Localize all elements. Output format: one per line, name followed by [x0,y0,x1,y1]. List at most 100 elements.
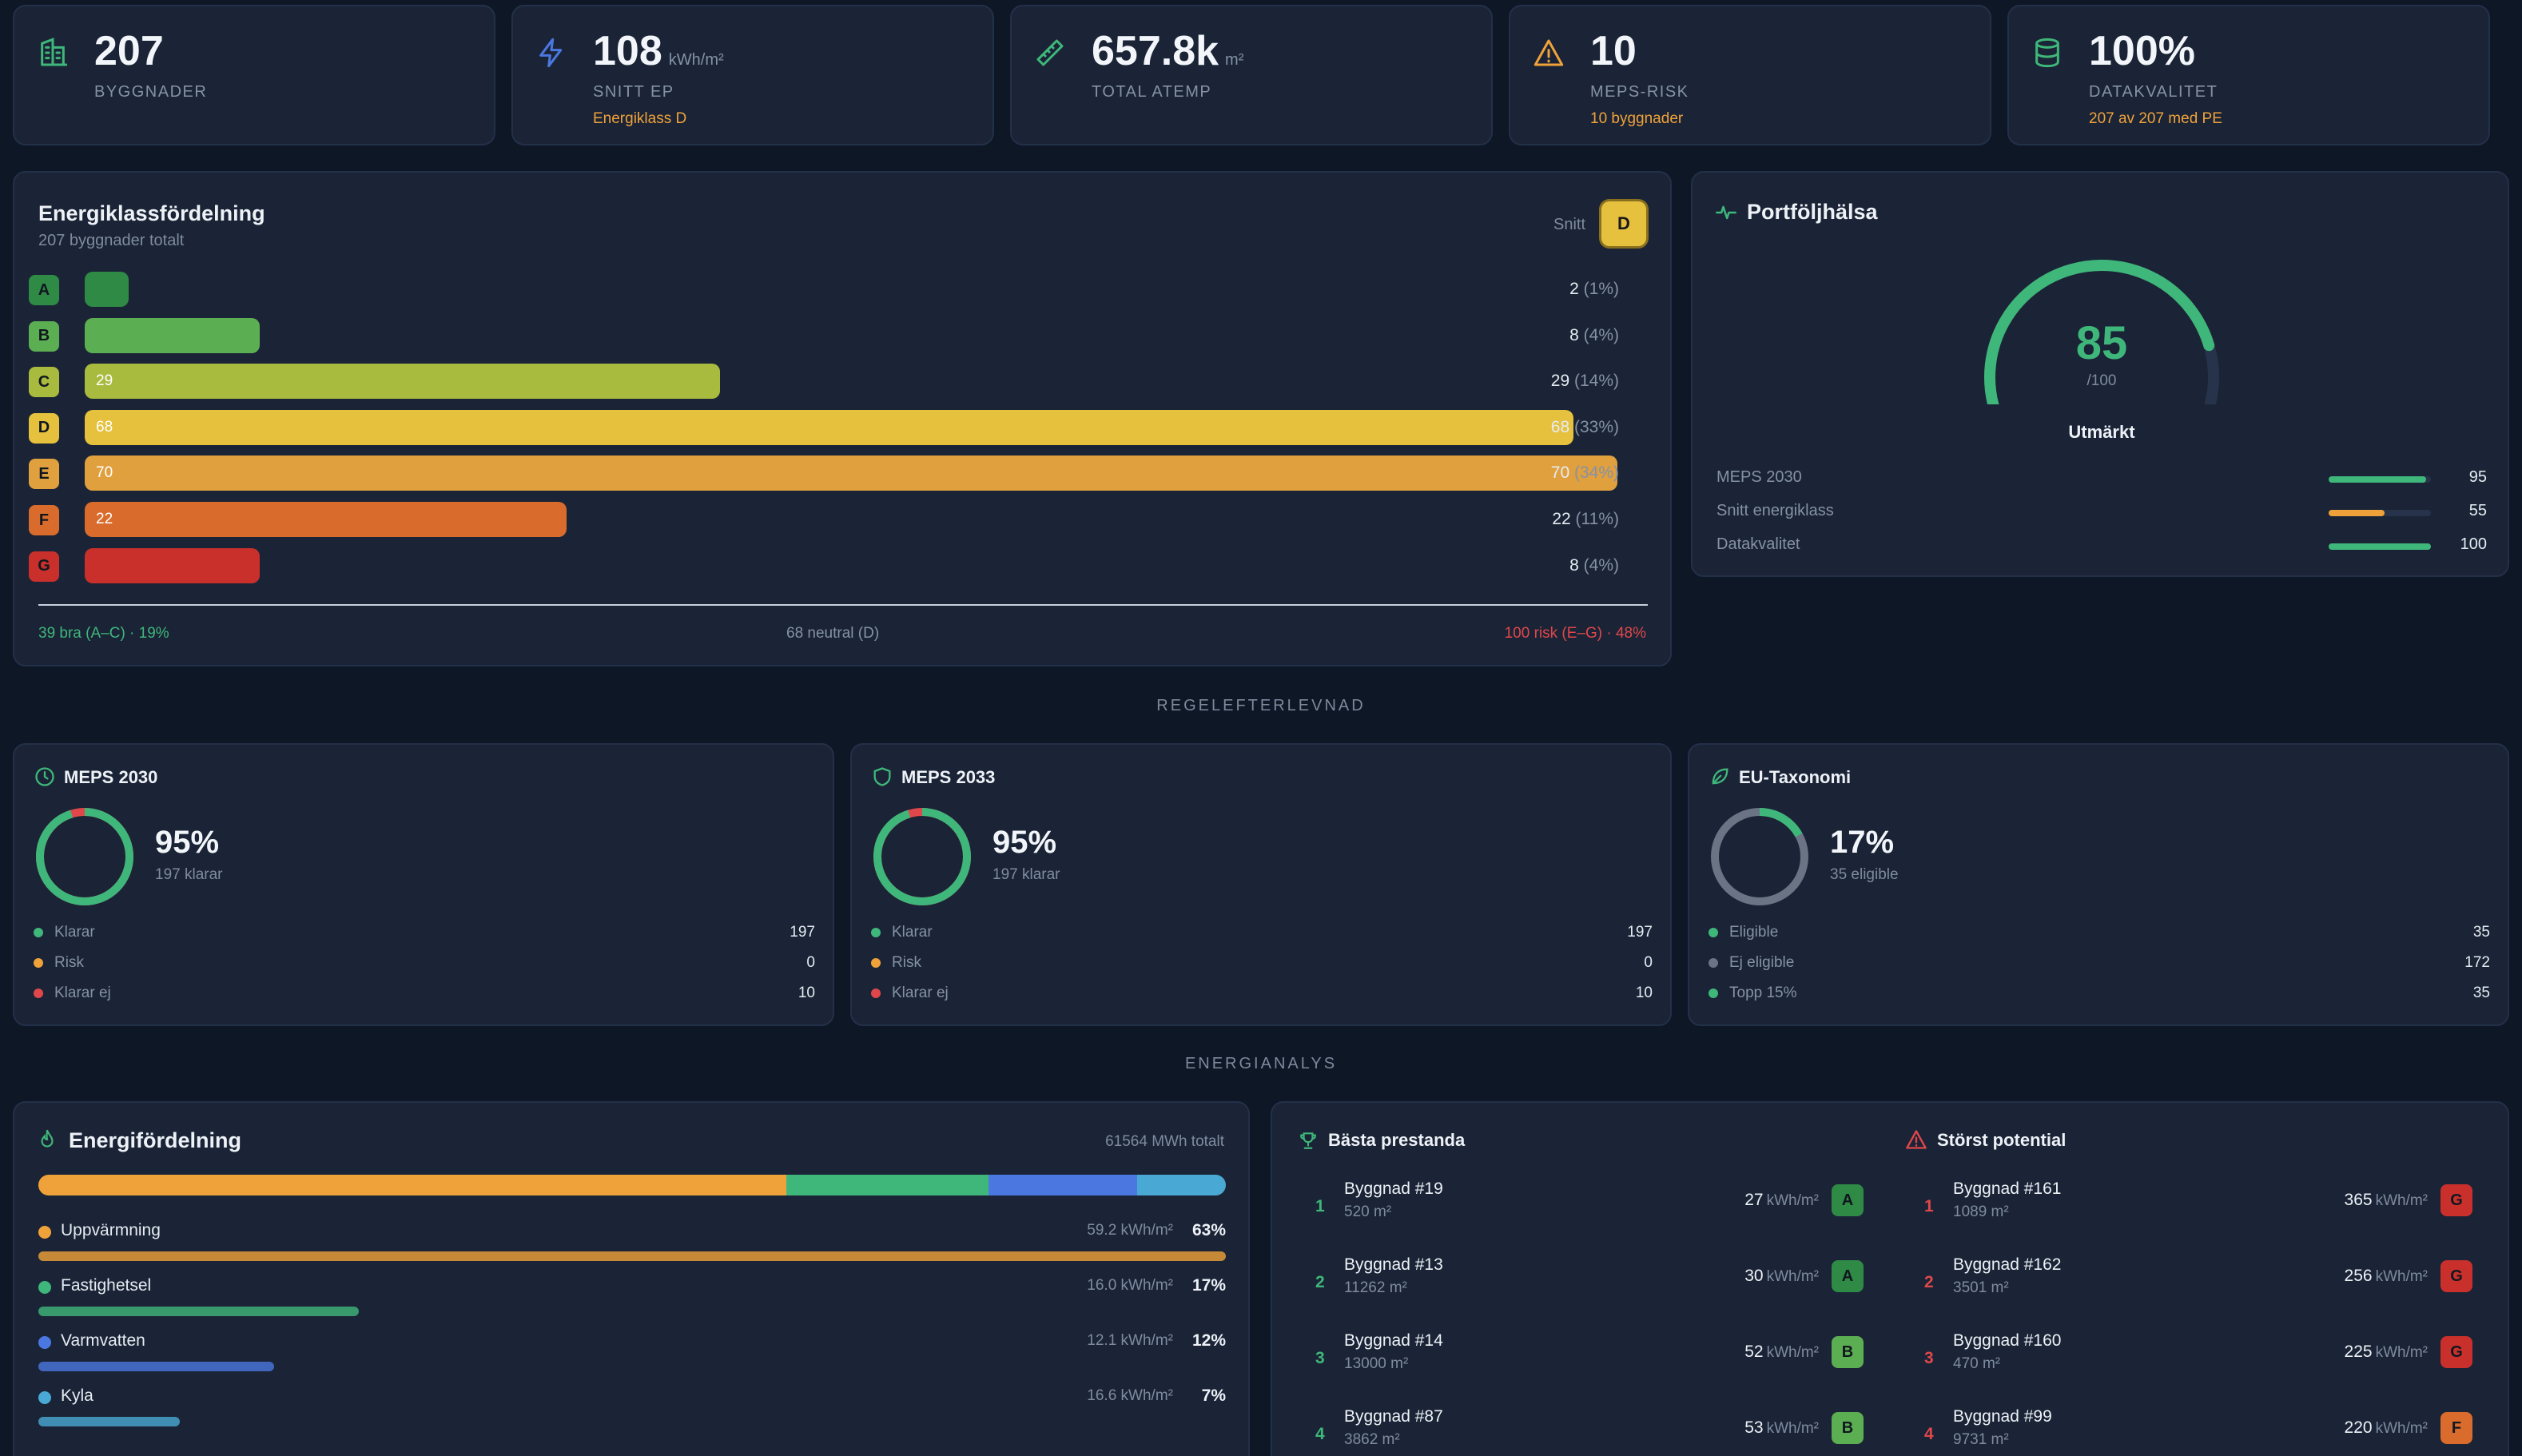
building-name: Byggnad #160 [1953,1331,2062,1350]
legend-dot [871,958,881,968]
count-percent: (33%) [1573,417,1619,436]
leaf-icon [1709,766,1731,788]
energy-split-row: Fastighetsel 16.0 kWh/m² 17% [38,1275,1226,1323]
count-value: 29 [1550,372,1570,391]
compliance-title: MEPS 2030 [64,767,158,787]
energy-bar [38,1251,1226,1261]
compliance-card: MEPS 2033 95% 197 klarar Klarar 197 Risk 0 Klar… [850,743,1672,1026]
building-ep: 27 kWh/m² [1744,1191,1819,1210]
kpi-subtext: Energiklass D [593,110,687,127]
building-area: 470 m² [1953,1355,2001,1372]
kpi-card: 108 kWh/m² SNITT EP Energiklass D [511,5,994,145]
health-metric-value: 95 [2468,468,2487,486]
building-area: 3501 m² [1953,1279,2009,1296]
legend-label: Ej eligible [1729,954,1795,971]
ranking-row[interactable]: 2 Byggnad #13 11262 m² 30 kWh/m² A [1315,1255,1864,1319]
footer-good: 39 bra (A–C) · 19% [38,625,169,642]
compliance-percent: 95% [992,825,1057,860]
class-badge: F [2440,1412,2472,1444]
legend-dot [1709,989,1718,998]
energy-class-row-f[interactable]: F 22 22 (11%) [29,502,1643,537]
compliance-legend-row: Klarar 197 [871,922,1653,943]
kpi-value: 657.8k m² [1092,27,1243,75]
building-area: 3862 m² [1344,1431,1400,1448]
building-area: 1089 m² [1953,1203,2009,1220]
ranking-row[interactable]: 4 Byggnad #99 9731 m² 220 kWh/m² F [1924,1407,2472,1456]
ranking-row[interactable]: 3 Byggnad #14 13000 m² 52 kWh/m² B [1315,1331,1864,1395]
legend-label: Klarar ej [892,985,949,1001]
class-badge: B [1832,1412,1864,1444]
ep-unit: kWh/m² [2375,1344,2428,1361]
energy-class-count: 8 (4%) [1569,556,1619,575]
compliance-donut [1711,808,1808,905]
kpi-label: TOTAL ATEMP [1092,83,1212,101]
energy-class-row-g[interactable]: G 8 (4%) [29,547,1643,583]
energy-bar [38,1417,180,1426]
compliance-title: EU-Taxonomi [1739,767,1852,787]
energy-split-row: Uppvärmning 59.2 kWh/m² 63% [38,1219,1226,1267]
energy-class-row-a[interactable]: A 2 (1%) [29,272,1643,307]
rank-number: 3 [1924,1349,1934,1367]
energy-kwh: 12.1 kWh/m² [1087,1332,1173,1349]
building-name: Byggnad #13 [1344,1255,1443,1274]
health-title: Portföljhälsa [1747,200,1878,224]
energy-class-badge: F [29,505,59,535]
building-name: Byggnad #162 [1953,1255,2062,1274]
health-gauge [1984,260,2219,404]
health-metric-fill [2329,543,2431,550]
split-segment [1136,1175,1226,1195]
energy-class-count: 8 (4%) [1569,326,1619,345]
kpi-subtext: 10 byggnader [1590,110,1684,127]
ranking-row[interactable]: 4 Byggnad #87 3862 m² 53 kWh/m² B [1315,1407,1864,1456]
energy-split-row: Kyla 16.6 kWh/m² 7% [38,1385,1226,1433]
split-segment [38,1175,787,1195]
rank-number: 4 [1315,1425,1325,1443]
legend-value: 0 [806,954,815,971]
compliance-legend-row: Risk 0 [34,953,815,973]
ranking-row[interactable]: 3 Byggnad #160 470 m² 225 kWh/m² G [1924,1331,2472,1395]
energy-class-bar: 68 [85,409,1574,445]
count-percent: (11%) [1575,510,1619,528]
ranking-row[interactable]: 2 Byggnad #162 3501 m² 256 kWh/m² G [1924,1255,2472,1319]
kpi-unit: kWh/m² [668,51,724,69]
donut-main [1711,808,1808,905]
legend-label: Klarar [54,924,95,941]
building-ep: 30 kWh/m² [1744,1267,1819,1286]
kpi-number: 100% [2089,28,2195,74]
energy-class-row-b[interactable]: B 8 (4%) [29,317,1643,353]
pulse-icon [1716,205,1736,220]
ep-unit: kWh/m² [2375,1268,2428,1285]
ep-unit: kWh/m² [2375,1420,2428,1437]
rank-number: 3 [1315,1349,1325,1367]
kpi-label: MEPS-RISK [1590,83,1689,101]
section-title-energy: ENERGIANALYS [1184,1055,1338,1072]
energy-class-count: 22 (11%) [1552,510,1619,529]
kpi-card: 10 MEPS-RISK 10 byggnader [1509,5,1991,145]
compliance-legend-row: Topp 15% 35 [1709,983,2490,1004]
energy-class-bar: 70 [85,455,1617,491]
health-score: 85 [2075,317,2128,369]
legend-value: 197 [1627,924,1653,941]
legend-dot [34,989,43,998]
energy-class-row-e[interactable]: E 70 70 (34%) [29,455,1643,491]
energy-class-row-c[interactable]: C 29 29 (14%) [29,364,1643,400]
bar-value-label: 29 [96,372,113,390]
energy-class-count: 2 (1%) [1569,280,1619,299]
count-percent: (4%) [1583,325,1619,344]
building-name: Byggnad #19 [1344,1180,1443,1198]
compliance-legend-row: Klarar 197 [34,922,815,943]
class-badge: A [1832,1184,1864,1216]
building-area: 13000 m² [1344,1355,1409,1372]
ranking-row[interactable]: 1 Byggnad #19 520 m² 27 kWh/m² A [1315,1180,1864,1243]
count-value: 2 [1569,280,1579,298]
ranking-row[interactable]: 1 Byggnad #161 1089 m² 365 kWh/m² G [1924,1180,2472,1243]
clock-icon [34,766,56,788]
energy-bar [38,1307,359,1316]
legend-dot [34,928,43,937]
rank-number: 1 [1924,1197,1934,1215]
building-ep: 52 kWh/m² [1744,1343,1819,1362]
shield-icon [871,766,893,788]
energy-name: Fastighetsel [61,1276,152,1295]
energy-class-row-d[interactable]: D 68 68 (33%) [29,409,1643,445]
kpi-label: SNITT EP [593,83,674,101]
